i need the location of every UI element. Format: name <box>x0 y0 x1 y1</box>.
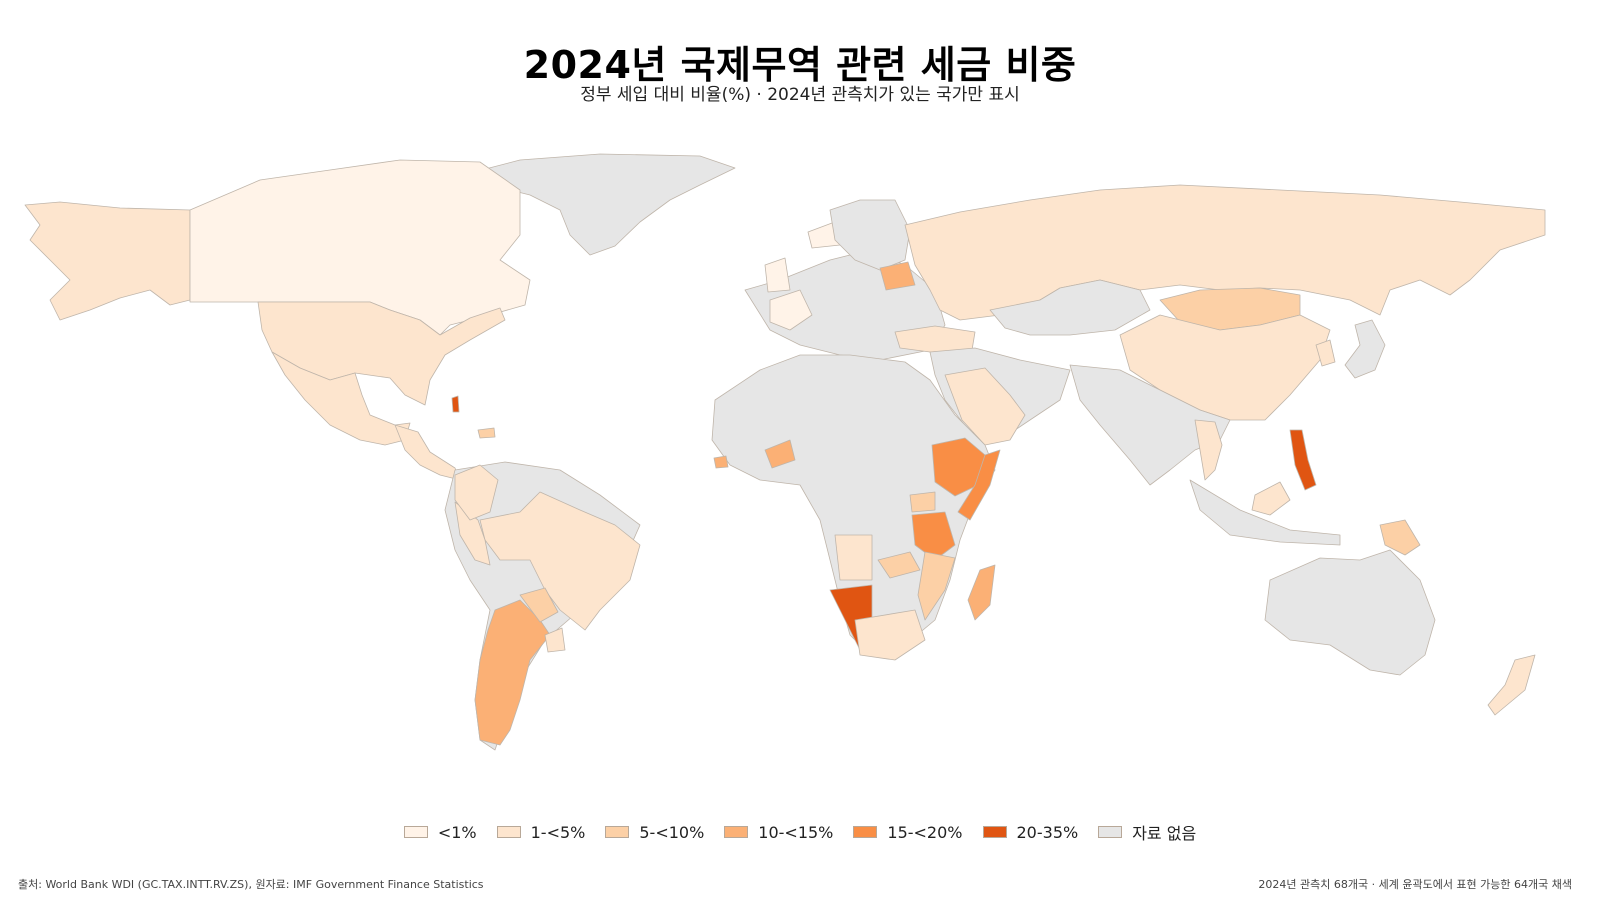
country-central-america <box>394 424 461 481</box>
country-paraguay <box>519 587 559 623</box>
legend-item: 10-<15% <box>724 823 833 842</box>
legend-swatch <box>605 826 630 838</box>
legend-swatch <box>853 826 878 838</box>
country-bahamas <box>451 395 460 413</box>
country-papua-new-guinea <box>1379 519 1421 556</box>
legend-item: 1-<5% <box>496 822 586 842</box>
country-argentina <box>474 599 551 746</box>
country-south-asia-nodata <box>1069 364 1231 486</box>
legend-swatch <box>403 826 428 838</box>
country-south-africa <box>854 609 926 661</box>
country-brazil <box>479 491 641 631</box>
legend-item: <1% <box>403 822 477 842</box>
country-indonesia <box>1189 479 1341 546</box>
country-colombia <box>454 464 499 521</box>
country-greenland <box>469 153 736 256</box>
country-zambia <box>877 551 921 579</box>
coverage-note: 2024년 관측치 68개국 · 세계 윤곽도에서 표현 가능한 64개국 채색 <box>1258 878 1572 891</box>
country-madagascar <box>967 564 996 621</box>
country-korea <box>1315 339 1336 367</box>
country-japan <box>1344 319 1386 379</box>
world-map <box>0 140 1600 780</box>
legend-label: <1% <box>437 822 477 842</box>
legend-label: 5-<10% <box>639 822 705 842</box>
country-kazakhstan <box>989 279 1151 336</box>
country-alaska <box>24 201 191 321</box>
country-france <box>769 289 813 331</box>
country-borneo <box>1251 481 1291 516</box>
country-somalia <box>957 449 1001 521</box>
legend-item: 자료 없음 <box>1098 820 1196 844</box>
country-new-zealand <box>1487 654 1536 716</box>
country-saudi-arabia <box>944 367 1026 446</box>
legend-swatch <box>496 826 521 838</box>
country-burkina-faso <box>764 439 796 469</box>
legend-label: 20-35% <box>1016 822 1079 842</box>
chart-subtitle: 정부 세입 대비 비율(%) · 2024년 관측치가 있는 국가만 표시 <box>580 85 1020 105</box>
country-dominican-republic <box>477 427 496 439</box>
country-mexico <box>271 351 411 446</box>
country-mozambique <box>917 551 956 621</box>
legend-label: 15-<20% <box>887 822 963 842</box>
legend-swatch <box>724 826 749 838</box>
country-uk <box>764 257 791 293</box>
country-scandinavia <box>829 199 911 271</box>
country-uruguay <box>544 627 566 653</box>
legend-label: 10-<15% <box>758 822 834 842</box>
country-tanzania <box>911 511 956 561</box>
legend-item: 15-<20% <box>853 822 963 842</box>
world-map-svg <box>24 153 1546 751</box>
country-uganda <box>909 491 936 513</box>
country-turkey <box>894 325 976 353</box>
country-peru <box>454 501 491 566</box>
country-philippines <box>1289 429 1317 491</box>
country-australia <box>1264 549 1436 676</box>
legend-swatch <box>982 826 1007 838</box>
source-note: 출처: World Bank WDI (GC.TAX.INTT.RV.ZS), … <box>18 878 484 891</box>
chart-title: 2024년 국제무역 관련 세금 비중 <box>523 43 1077 87</box>
legend-item: 5-<10% <box>605 823 704 842</box>
country-belarus <box>879 261 916 291</box>
legend-swatch <box>1098 826 1123 838</box>
legend-label: 자료 없음 <box>1132 824 1197 843</box>
legend: <1% 1-<5% 5-<10% 10-<15% 15-<20% 20-35% 자료 없음 <box>0 820 1600 844</box>
legend-label: 1-<5% <box>530 822 586 842</box>
country-sierra-leone <box>713 455 729 469</box>
country-angola <box>834 534 873 581</box>
legend-item: 20-35% <box>982 822 1079 842</box>
country-thailand <box>1194 419 1223 481</box>
